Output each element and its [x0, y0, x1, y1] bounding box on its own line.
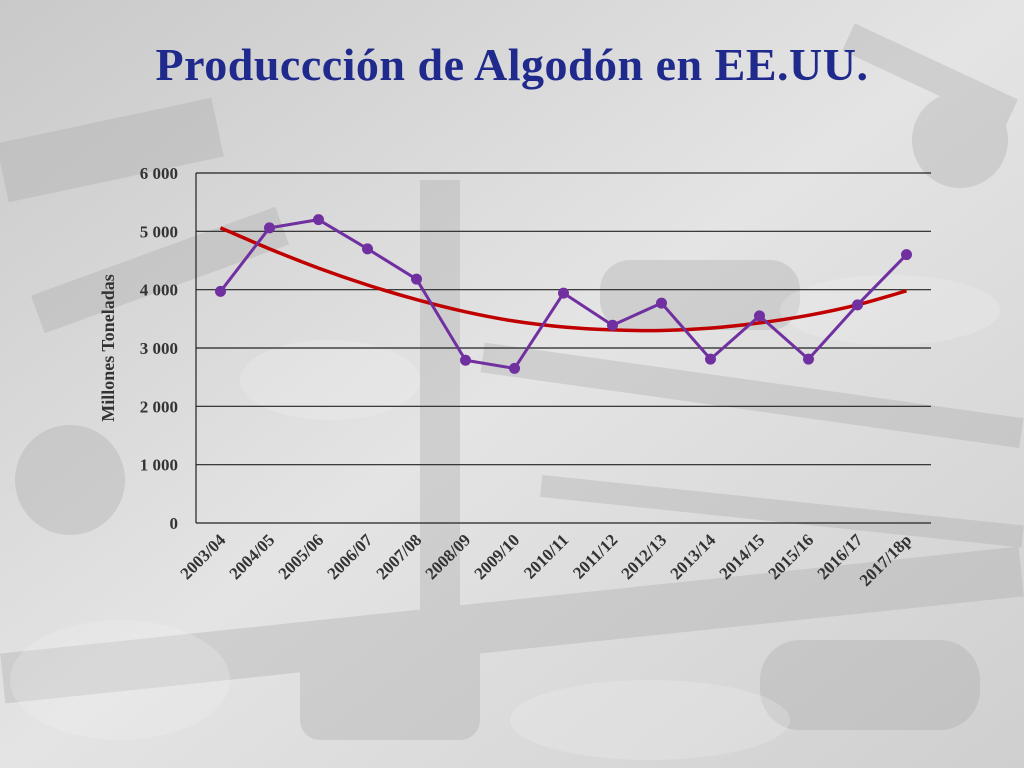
data-point [558, 287, 569, 299]
data-point [901, 249, 912, 261]
trend-series [219, 226, 907, 333]
x-tick-label: 2015/16 [764, 530, 817, 583]
data-point [264, 222, 275, 234]
y-tick-label: 4 000 [140, 281, 178, 300]
data-point [313, 214, 324, 226]
y-tick-label: 3 000 [140, 339, 178, 358]
data-point [656, 297, 667, 309]
y-tick-label: 2 000 [140, 397, 178, 416]
x-tick-label: 2012/13 [617, 530, 670, 583]
y-tick-label: 1 000 [140, 456, 178, 475]
x-tick-labels: 2003/042004/052005/062006/072007/082008/… [176, 530, 915, 590]
y-axis-label: Millones Toneladas [98, 274, 118, 422]
x-tick-label: 2007/08 [372, 530, 425, 583]
production-series [215, 214, 912, 374]
x-tick-label: 2017/18p [856, 530, 916, 590]
x-tick-label: 2004/05 [225, 530, 278, 583]
data-point [607, 319, 618, 331]
x-tick-label: 2011/12 [569, 530, 621, 582]
data-point [852, 299, 863, 311]
x-tick-label: 2003/04 [176, 530, 229, 583]
x-tick-label: 2014/15 [715, 530, 768, 583]
data-point [803, 353, 814, 365]
x-tick-label: 2005/06 [274, 530, 327, 583]
x-tick-label: 2006/07 [323, 530, 376, 583]
gridlines [196, 172, 931, 524]
y-tick-label: 5 000 [140, 222, 178, 241]
y-tick-label: 0 [170, 514, 179, 533]
slide-title: Produccción de Algodón en EE.UU. [155, 39, 869, 90]
data-point [754, 310, 765, 322]
data-point [460, 354, 471, 366]
trend-line [219, 226, 907, 333]
x-tick-label: 2008/09 [421, 530, 474, 583]
data-point [362, 243, 373, 255]
data-point [509, 362, 520, 374]
x-tick-label: 2013/14 [666, 530, 719, 583]
data-point [215, 285, 226, 297]
x-tick-label: 2009/10 [470, 530, 523, 583]
data-point [411, 273, 422, 285]
y-tick-labels: 0 1 000 2 000 3 000 4 000 5 000 6 000 [140, 164, 178, 533]
data-point [705, 353, 716, 365]
x-tick-label: 2010/11 [520, 530, 572, 582]
y-tick-label: 6 000 [140, 164, 178, 183]
